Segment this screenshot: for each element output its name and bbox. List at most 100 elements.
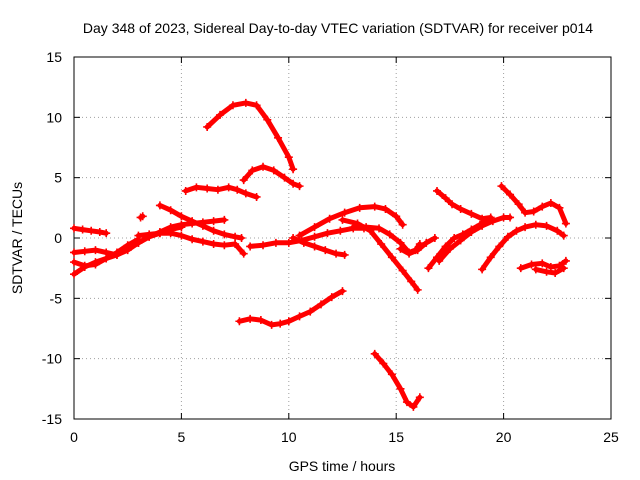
x-tick-label: 5	[178, 429, 186, 445]
data-point-marker	[188, 235, 197, 244]
data-point-marker	[284, 153, 293, 162]
data-point-marker	[134, 231, 143, 240]
x-axis-label: GPS time / hours	[289, 458, 396, 474]
data-point-marker	[488, 217, 497, 226]
data-point-marker	[239, 249, 248, 258]
data-point-marker	[231, 240, 240, 249]
data-point-marker	[213, 185, 222, 194]
data-point-marker	[203, 184, 212, 193]
data-point-marker	[216, 110, 225, 119]
data-point-marker	[177, 212, 186, 221]
data-point-marker	[379, 359, 388, 368]
data-point-marker	[559, 264, 568, 273]
data-point-marker	[516, 264, 525, 273]
data-point-marker	[521, 223, 530, 232]
data-point-marker	[430, 234, 439, 242]
data-point-marker	[310, 232, 319, 241]
data-point-marker	[332, 249, 341, 258]
data-point-marker	[559, 231, 568, 240]
data-point-marker	[220, 230, 229, 239]
data-point-marker	[91, 246, 100, 255]
data-point-marker	[231, 232, 240, 241]
data-point-marker	[188, 217, 197, 226]
series-arc-j	[246, 224, 368, 251]
data-point-marker	[112, 248, 121, 257]
data-point-marker	[123, 241, 132, 250]
data-point-marker	[166, 229, 175, 238]
data-point-marker	[209, 226, 218, 235]
data-point-marker	[422, 238, 431, 247]
data-point-marker	[78, 225, 87, 234]
data-point-marker	[252, 192, 261, 201]
data-point-marker	[209, 240, 218, 249]
data-point-marker	[514, 200, 523, 209]
series-trace	[372, 351, 423, 410]
data-point-marker	[246, 242, 255, 251]
series-arc-s	[478, 220, 568, 274]
data-point-marker	[336, 226, 345, 235]
data-point-marker	[561, 256, 570, 265]
data-point-marker	[527, 260, 536, 269]
data-point-marker	[80, 247, 89, 256]
data-point-marker	[310, 223, 319, 232]
y-tick-label: 0	[54, 230, 62, 246]
data-point-marker	[239, 176, 248, 185]
data-point-marker	[95, 227, 104, 236]
data-point-marker	[289, 165, 298, 174]
data-point-marker	[237, 234, 246, 242]
grid-lines	[74, 57, 611, 419]
data-point-marker	[450, 234, 459, 242]
data-point-marker	[413, 246, 422, 255]
data-point-marker	[409, 402, 418, 411]
data-point-marker	[377, 240, 386, 249]
data-point-marker	[521, 208, 530, 217]
series-arc-b	[239, 162, 304, 191]
data-point-marker	[546, 262, 555, 271]
data-point-marker	[398, 220, 407, 229]
data-point-marker	[456, 236, 465, 245]
data-point-marker	[284, 238, 293, 247]
data-point-marker	[235, 317, 244, 326]
x-tick-label: 25	[603, 429, 619, 445]
data-point-marker	[467, 227, 476, 236]
data-point-marker	[415, 393, 424, 402]
data-point-marker	[203, 122, 212, 131]
data-point-marker	[91, 260, 100, 269]
y-tick-label: -10	[42, 351, 62, 367]
series-arc-k	[295, 202, 407, 240]
data-point-marker	[503, 232, 512, 241]
data-point-marker	[467, 209, 476, 218]
data-point-marker	[375, 224, 384, 233]
data-point-marker	[546, 199, 555, 208]
series-arc-r	[435, 213, 515, 265]
data-point-marker	[402, 398, 411, 407]
data-point-marker	[433, 186, 442, 195]
data-point-marker	[289, 179, 298, 188]
data-point-marker	[551, 268, 560, 277]
data-point-marker	[241, 189, 250, 198]
data-point-marker	[538, 202, 547, 211]
data-point-marker	[405, 249, 414, 258]
series-trace	[533, 265, 567, 276]
series-arc-a	[203, 98, 298, 174]
data-point-marker	[299, 238, 308, 247]
data-point-marker	[362, 223, 371, 232]
data-point-marker	[228, 101, 237, 110]
data-point-marker	[542, 267, 551, 276]
data-point-marker	[145, 230, 154, 239]
x-tick-label: 15	[388, 429, 404, 445]
data-point-marker	[349, 223, 358, 232]
data-point-marker	[70, 248, 78, 257]
x-tick-label: 10	[281, 429, 297, 445]
data-point-marker	[241, 98, 250, 107]
data-point-marker	[224, 183, 233, 192]
data-point-marker	[269, 166, 278, 175]
data-point-marker	[102, 254, 111, 263]
series-arc-y	[136, 212, 147, 222]
data-point-marker	[561, 219, 570, 228]
y-tick-label: 15	[46, 49, 62, 65]
data-point-marker	[327, 293, 336, 302]
series-arc-x	[370, 349, 424, 411]
data-point-marker	[276, 319, 285, 328]
y-tick-label: 5	[54, 170, 62, 186]
